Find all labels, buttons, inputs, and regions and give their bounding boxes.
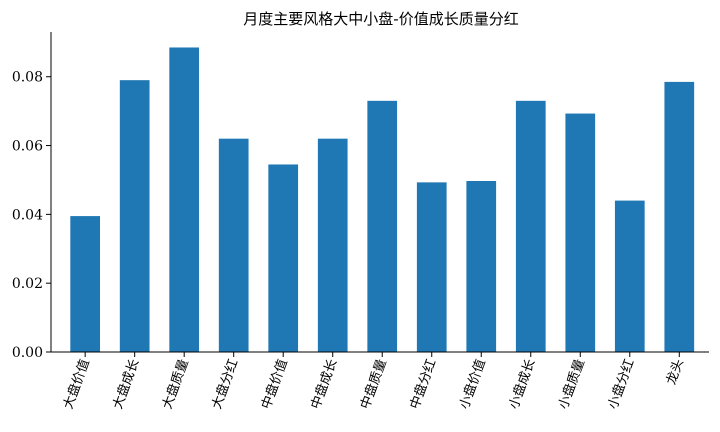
bar-大盘价值: [70, 216, 101, 352]
x-tick-label: 小盘分红: [605, 357, 638, 411]
x-tick-label: 中盘成长: [308, 357, 341, 411]
x-tick-label: 中盘质量: [357, 357, 390, 411]
x-tick-label: 大盘分红: [209, 357, 242, 411]
chart-title: 月度主要风格大中小盘-价值成长质量分红: [243, 10, 518, 28]
bar-小盘成长: [515, 100, 546, 352]
x-tick-label: 中盘价值: [258, 357, 291, 411]
bar-大盘质量: [169, 47, 200, 352]
y-tick-label: 0.04: [12, 207, 43, 223]
x-tick-label: 小盘价值: [456, 357, 489, 411]
x-ticks-group: 大盘价值 大盘成长 大盘质量 大盘分红 中盘价值 中盘成长 中盘质量 中盘分红 小盘价值 小盘成长…: [60, 352, 687, 411]
x-tick-label: 小盘质量: [555, 357, 588, 411]
bar-中盘价值: [268, 164, 299, 352]
bar-大盘分红: [218, 138, 249, 352]
y-tick-label: 0.00: [12, 345, 43, 361]
bar-小盘分红: [614, 200, 645, 352]
x-tick-label: 大盘质量: [159, 357, 192, 411]
bar-中盘分红: [416, 182, 447, 352]
x-tick-label: 小盘成长: [506, 357, 539, 411]
y-ticks-group: 0.00 0.02 0.04 0.06 0.08: [12, 70, 51, 361]
bars-group: [70, 47, 695, 353]
y-tick-label: 0.08: [12, 70, 43, 86]
x-tick-label: 大盘成长: [110, 357, 143, 411]
y-tick-label: 0.06: [12, 139, 43, 155]
bar-大盘成长: [119, 80, 150, 353]
bar-龙头: [664, 81, 695, 352]
bar-小盘质量: [565, 113, 596, 352]
bar-中盘质量: [367, 100, 398, 352]
x-tick-label: 大盘价值: [60, 357, 93, 411]
y-tick-label: 0.02: [12, 276, 43, 292]
bar-中盘成长: [317, 138, 348, 352]
bar-小盘价值: [466, 180, 497, 352]
x-tick-label: 中盘分红: [407, 357, 440, 411]
x-tick-label: 龙头: [664, 357, 687, 387]
